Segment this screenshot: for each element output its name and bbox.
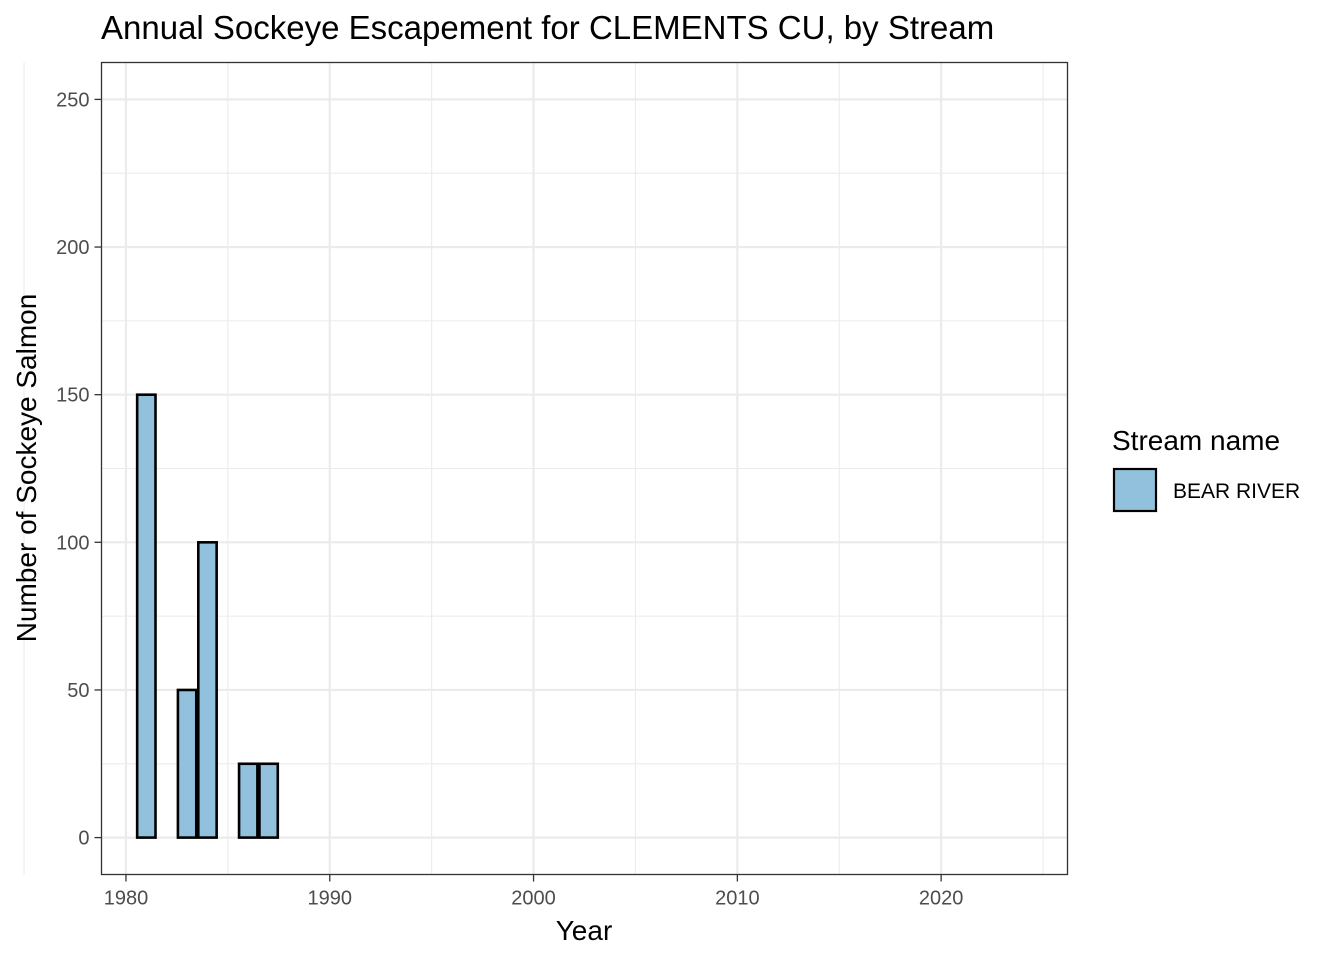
x-tick-label: 1980 — [104, 888, 149, 910]
x-tick-label: 2000 — [511, 888, 556, 910]
x-tick-label: 2020 — [919, 888, 964, 910]
x-tick-label: 2010 — [715, 888, 760, 910]
legend: Stream name BEAR RIVER — [1112, 425, 1300, 513]
y-tick-label: 250 — [56, 89, 89, 111]
bars — [135, 393, 280, 839]
bar-1984 — [197, 541, 218, 839]
x-axis: 1980 1990 2000 2010 2020 — [104, 874, 964, 910]
y-tick-label: 150 — [56, 385, 89, 407]
bar-1983 — [176, 688, 198, 839]
legend-title: Stream name — [1112, 425, 1280, 456]
bar-1981 — [135, 393, 157, 839]
y-tick-label: 200 — [56, 237, 89, 259]
plot-panel-border — [100, 61, 1069, 876]
grid-major — [101, 62, 1068, 875]
legend-label-bear-river: BEAR RIVER — [1173, 480, 1300, 503]
y-tick-label: 50 — [67, 680, 89, 702]
x-tick-label: 1990 — [308, 888, 353, 910]
bar-1987 — [258, 762, 280, 839]
y-tick-label: 0 — [78, 828, 89, 850]
bar-1986 — [237, 762, 259, 839]
legend-key-bear-river — [1112, 467, 1158, 513]
y-axis-title: Number of Sockeye Salmon — [11, 294, 42, 643]
x-axis-title: Year — [556, 915, 613, 946]
y-tick-label: 100 — [56, 532, 89, 554]
chart-title: Annual Sockeye Escapement for CLEMENTS C… — [101, 9, 994, 46]
y-axis: 0 50 100 150 200 250 — [56, 89, 102, 850]
